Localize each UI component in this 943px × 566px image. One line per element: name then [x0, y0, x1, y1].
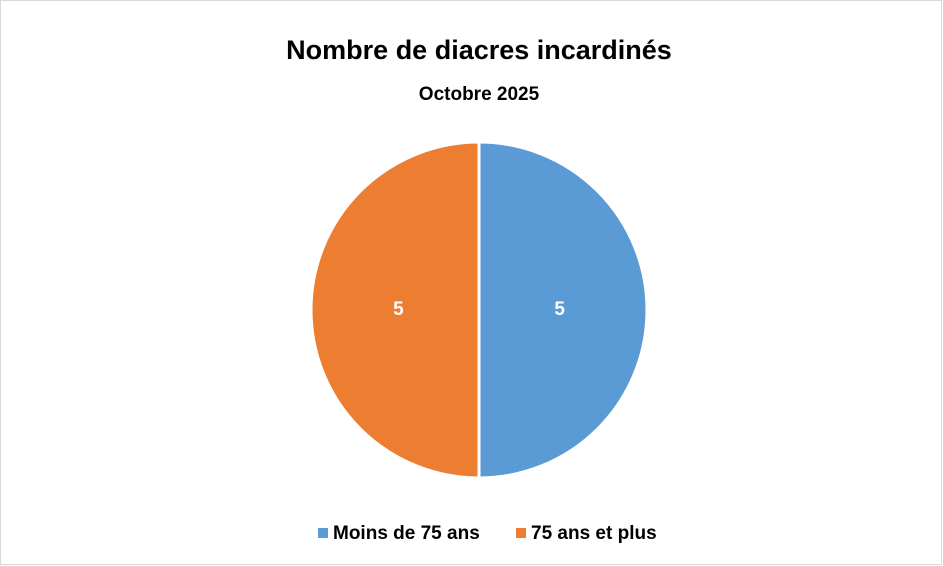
legend-marker: [516, 528, 526, 538]
pie-slice: [309, 140, 481, 480]
legend-label: 75 ans et plus: [531, 523, 657, 544]
data-label: 5: [554, 299, 565, 320]
chart-title: Nombre de diacres incardinés: [286, 35, 672, 65]
legend-marker: [318, 528, 328, 538]
legend-label: Moins de 75 ans: [333, 523, 480, 544]
chart-subtitle: Octobre 2025: [419, 84, 540, 105]
data-label: 5: [393, 299, 404, 320]
pie-slice: [477, 140, 649, 480]
